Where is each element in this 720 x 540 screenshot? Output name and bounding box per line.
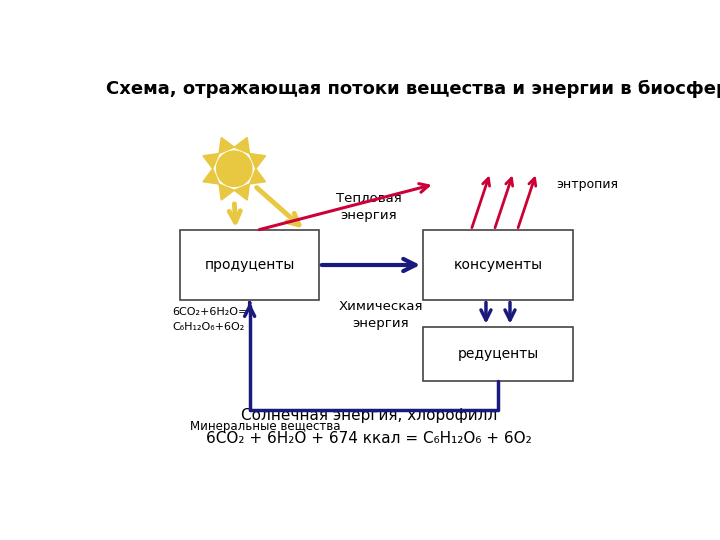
Polygon shape bbox=[203, 168, 219, 184]
Text: Химическая
энергия: Химическая энергия bbox=[338, 300, 423, 330]
Bar bbox=[423, 231, 573, 300]
Bar bbox=[423, 327, 573, 381]
Text: консументы: консументы bbox=[454, 258, 543, 272]
Text: Тепловая
энергия: Тепловая энергия bbox=[336, 192, 402, 222]
Text: редуценты: редуценты bbox=[457, 347, 539, 361]
Polygon shape bbox=[234, 184, 250, 200]
Polygon shape bbox=[203, 153, 219, 168]
Polygon shape bbox=[219, 138, 234, 153]
Text: Минеральные вещества: Минеральные вещества bbox=[190, 420, 341, 433]
Text: Схема, отражающая потоки вещества и энергии в биосфере: Схема, отражающая потоки вещества и энер… bbox=[106, 80, 720, 98]
Text: продуценты: продуценты bbox=[204, 258, 294, 272]
Polygon shape bbox=[234, 138, 250, 153]
Text: энтропия: энтропия bbox=[556, 178, 618, 191]
Text: 6CO₂+6H₂O=
C₆H₁₂O₆+6O₂: 6CO₂+6H₂O= C₆H₁₂O₆+6O₂ bbox=[173, 307, 248, 332]
Bar bbox=[180, 231, 319, 300]
Polygon shape bbox=[219, 184, 234, 200]
Circle shape bbox=[217, 151, 252, 186]
Text: Солнечная энергия, хлорофилл: Солнечная энергия, хлорофилл bbox=[240, 408, 498, 423]
Polygon shape bbox=[250, 168, 266, 184]
Text: 6CO₂ + 6H₂O + 674 ккал = C₆H₁₂O₆ + 6O₂: 6CO₂ + 6H₂O + 674 ккал = C₆H₁₂O₆ + 6O₂ bbox=[206, 431, 532, 445]
Polygon shape bbox=[250, 153, 266, 168]
